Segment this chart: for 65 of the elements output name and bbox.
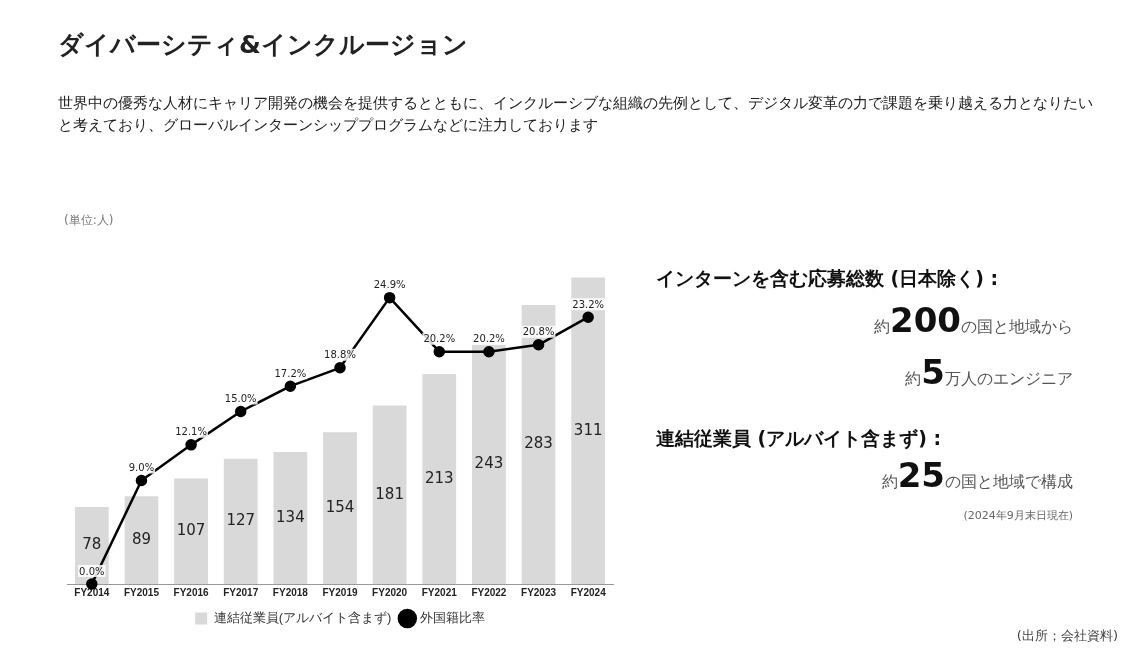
data-label: 78 [82, 535, 102, 554]
legend-label: 外国籍比率 [419, 610, 485, 626]
data-label: 20.2% [423, 333, 456, 345]
point [582, 311, 594, 323]
data-label: 89 [131, 530, 151, 549]
x-tick-label: FY2015 [123, 586, 160, 598]
data-label: 0.0% [79, 565, 105, 577]
x-tick-label: FY2022 [471, 586, 507, 598]
data-label: 134 [276, 507, 305, 526]
point [433, 345, 446, 358]
data-label: 181 [375, 484, 404, 503]
data-label: 9.0% [128, 462, 155, 474]
point [135, 474, 148, 487]
x-tick-label: FY2023 [521, 586, 557, 598]
data-label: 12.1% [175, 426, 207, 438]
point [185, 439, 197, 451]
bar [422, 374, 457, 584]
text: (2024年9月末日現在) [963, 508, 1073, 523]
bar [372, 405, 407, 584]
bar [472, 344, 506, 584]
x-tick-label: FY2021 [421, 586, 458, 598]
bar [571, 277, 606, 584]
text: 約25の国と地域で構成 [881, 455, 1073, 495]
x-tick-label: FY2024 [570, 586, 607, 598]
point [483, 345, 495, 358]
data-label: 283 [524, 434, 553, 453]
x-tick-label: FY2016 [173, 586, 210, 598]
x-tick-label: FY2014 [74, 586, 110, 598]
data-label: 127 [226, 511, 256, 530]
data-label: 24.9% [373, 279, 406, 291]
data-label: 243 [474, 454, 504, 473]
data-label: 17.2% [274, 367, 307, 379]
text: (単位:人) [64, 212, 114, 229]
bar [521, 305, 556, 584]
data-label: 154 [325, 497, 355, 516]
data-label: 15.0% [224, 393, 257, 405]
point [532, 339, 545, 351]
point [334, 362, 346, 374]
chart-title: ダイバーシティ&インクルージョン [58, 29, 468, 61]
bar [323, 432, 357, 584]
text: (出所；会社資料) [1016, 627, 1118, 645]
text: 連結従業員 (アルバイト含まず) : [656, 426, 942, 451]
data-label: 23.2% [572, 298, 605, 310]
x-tick-label: FY2020 [372, 586, 408, 598]
bar [223, 458, 258, 584]
x-tick-label: FY2018 [272, 586, 309, 598]
point [383, 291, 396, 304]
bar [124, 496, 159, 584]
point [284, 380, 297, 392]
x-tick-label: FY2019 [322, 586, 358, 598]
text: 約200の国と地域から [874, 300, 1073, 340]
data-label: 107 [176, 521, 206, 540]
bar [174, 478, 208, 584]
legend-label: 連結従業員(アルバイト含まず) [213, 610, 392, 626]
x-tick-label: FY2017 [223, 586, 259, 598]
text: 約5万人のエンジニア [905, 352, 1073, 392]
data-label: 213 [424, 468, 454, 487]
data-label: 20.8% [522, 326, 555, 338]
text: インターンを含む応募総数 (日本除く) : [656, 266, 999, 291]
data-label: 18.8% [324, 349, 356, 361]
bar [273, 451, 308, 584]
point [234, 405, 247, 418]
data-label: 20.2% [473, 333, 505, 345]
chart-subtitle: 世界中の優秀な人材にキャリア開発の機会を提供するとともに、インクルーシブな組織の先例として、デジタル変革の力で課題を乗り越える力となりたいと考えており、グローバルインターンシッププログラムなどに注力しております [58, 93, 1094, 136]
data-label: 311 [573, 420, 603, 439]
